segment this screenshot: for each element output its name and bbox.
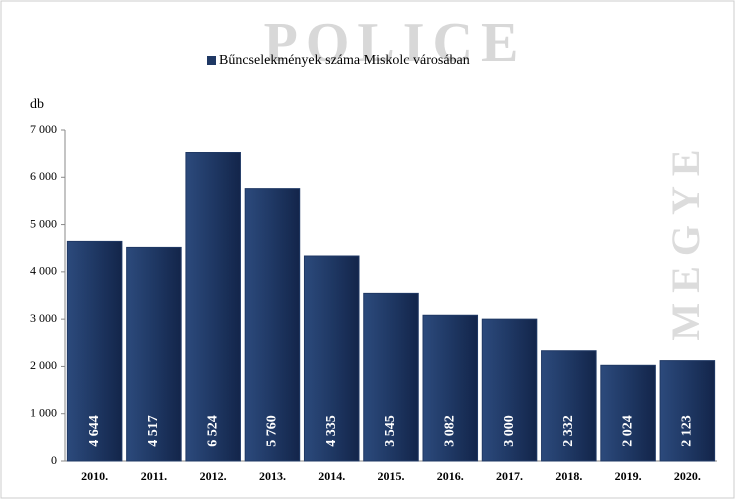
x-tick-label: 2014. [318,469,345,483]
value-label: 4 644 [87,415,102,447]
legend-marker [207,56,216,65]
bar [244,188,301,462]
bar [659,360,716,462]
bar [363,292,419,462]
value-label: 4 517 [146,415,161,447]
y-tick-label: 5 000 [30,216,57,230]
bar [66,240,123,462]
bar [126,246,182,462]
y-tick-label: 0 [51,453,57,467]
x-tick-label: 2015. [378,469,405,483]
x-tick-label: 2018. [555,469,582,483]
y-tick-label: 3 000 [30,311,57,325]
value-label: 3 082 [442,415,457,447]
x-tick-label: 2012. [200,469,227,483]
value-label: 2 332 [561,415,576,447]
y-tick-label: 4 000 [30,264,57,278]
x-tick-label: 2013. [259,469,286,483]
watermark: POLICE [264,12,527,74]
bar [185,152,241,462]
x-tick-label: 2020. [674,469,701,483]
x-tick-label: 2019. [615,469,642,483]
value-label: 5 760 [265,415,280,447]
value-label: 3 000 [502,415,517,447]
value-label: 6 524 [205,415,220,447]
y-tick-label: 1 000 [30,405,57,419]
y-tick-label: 7 000 [30,122,57,136]
bar [600,364,656,462]
bar [303,255,360,462]
watermark: MEGYE [663,139,708,340]
x-tick-label: 2011. [141,469,167,483]
y-tick-label: 6 000 [30,169,57,183]
y-tick-label: 2 000 [30,358,57,372]
value-label: 2 123 [680,415,695,447]
value-label: 4 335 [324,415,339,447]
bar [422,314,479,462]
y-axis-label: db [30,97,44,112]
legend-label: Bűncselekmények száma Miskolc városában [219,53,470,68]
value-label: 3 545 [383,415,398,447]
x-tick-label: 2016. [437,469,464,483]
x-tick-label: 2017. [496,469,523,483]
bar [481,318,538,462]
value-label: 2 024 [620,415,635,447]
bar [541,350,597,462]
x-tick-label: 2010. [81,469,108,483]
